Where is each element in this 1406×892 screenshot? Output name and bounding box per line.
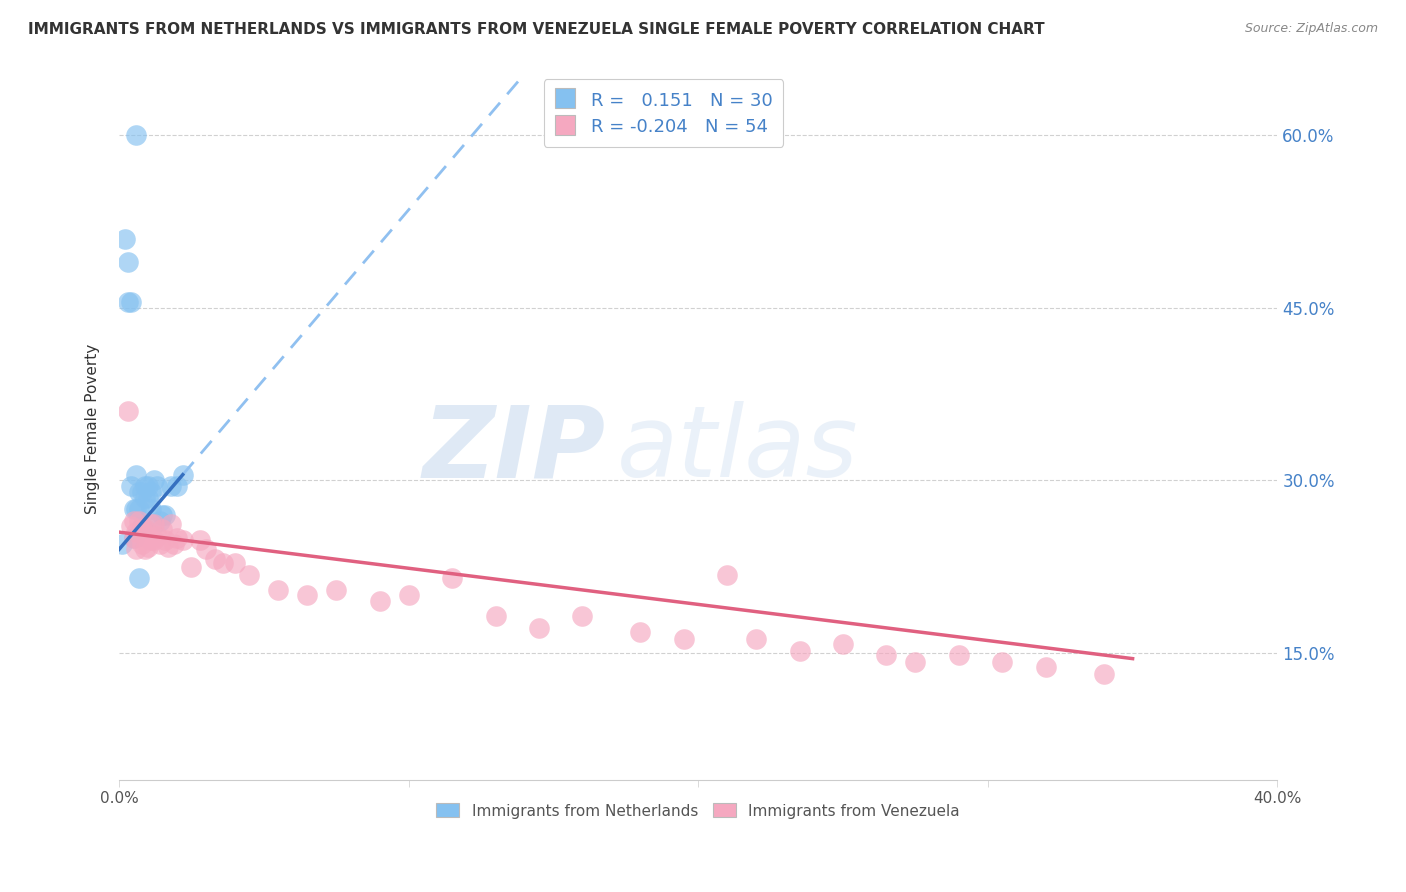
Point (136, 479, 159, 493)
Point (716, 567, 738, 582)
Point (832, 637, 855, 651)
Point (160, 479, 183, 493)
Text: Source: ZipAtlas.com: Source: ZipAtlas.com (1244, 22, 1378, 36)
Text: ZIP: ZIP (423, 401, 606, 498)
Text: IMMIGRANTS FROM NETHERLANDS VS IMMIGRANTS FROM VENEZUELA SINGLE FEMALE POVERTY C: IMMIGRANTS FROM NETHERLANDS VS IMMIGRANT… (28, 22, 1045, 37)
Point (134, 542, 156, 557)
Point (571, 609, 593, 624)
Point (160, 517, 183, 532)
Point (125, 467, 148, 482)
Legend: Immigrants from Netherlands, Immigrants from Venezuela: Immigrants from Netherlands, Immigrants … (430, 797, 966, 824)
Point (114, 231, 136, 245)
Point (125, 502, 148, 516)
Point (128, 514, 150, 528)
Text: atlas: atlas (617, 401, 859, 498)
Point (166, 479, 188, 493)
Point (948, 648, 970, 663)
Point (120, 519, 142, 533)
Point (142, 517, 165, 532)
Point (204, 551, 226, 566)
Point (149, 514, 172, 528)
Point (1035, 660, 1057, 674)
Point (139, 517, 162, 532)
Point (267, 582, 290, 597)
Point (991, 655, 1014, 669)
Point (134, 522, 156, 536)
Point (131, 484, 153, 499)
Point (145, 528, 167, 542)
Point (398, 589, 420, 603)
Point (238, 567, 260, 582)
Point (628, 625, 651, 640)
Point (131, 536, 153, 550)
Point (155, 533, 177, 548)
Point (149, 536, 172, 550)
Point (136, 491, 159, 505)
Point (131, 519, 153, 533)
Point (163, 536, 186, 550)
Point (180, 559, 202, 574)
Point (122, 531, 145, 545)
Point (172, 467, 194, 482)
Point (117, 404, 139, 418)
Point (128, 484, 150, 499)
Point (122, 502, 145, 516)
Point (212, 556, 235, 570)
Y-axis label: Single Female Poverty: Single Female Poverty (86, 343, 100, 514)
Point (125, 525, 148, 540)
Point (484, 609, 506, 624)
Point (441, 571, 464, 585)
Point (134, 491, 156, 505)
Point (125, 128, 148, 142)
Point (745, 632, 768, 647)
Point (128, 502, 150, 516)
Point (224, 556, 246, 570)
Point (152, 508, 174, 522)
Point (111, 536, 134, 550)
Point (139, 502, 162, 516)
Point (904, 655, 927, 669)
Point (155, 508, 177, 522)
Point (122, 531, 145, 545)
Point (672, 632, 695, 647)
Point (122, 514, 145, 528)
Point (120, 479, 142, 493)
Point (139, 484, 162, 499)
Point (368, 594, 391, 608)
Point (142, 533, 165, 548)
Point (325, 582, 347, 597)
Point (172, 533, 194, 548)
Point (297, 589, 319, 603)
Point (131, 522, 153, 536)
Point (134, 479, 156, 493)
Point (875, 648, 897, 663)
Point (789, 643, 811, 657)
Point (125, 542, 148, 557)
Point (139, 533, 162, 548)
Point (194, 542, 217, 557)
Point (142, 473, 165, 487)
Point (117, 254, 139, 268)
Point (120, 294, 142, 309)
Point (152, 522, 174, 536)
Point (117, 294, 139, 309)
Point (157, 540, 180, 554)
Point (527, 621, 550, 635)
Point (145, 479, 167, 493)
Point (188, 533, 211, 548)
Point (136, 528, 159, 542)
Point (128, 571, 150, 585)
Point (1092, 666, 1115, 681)
Point (166, 531, 188, 545)
Point (136, 540, 159, 554)
